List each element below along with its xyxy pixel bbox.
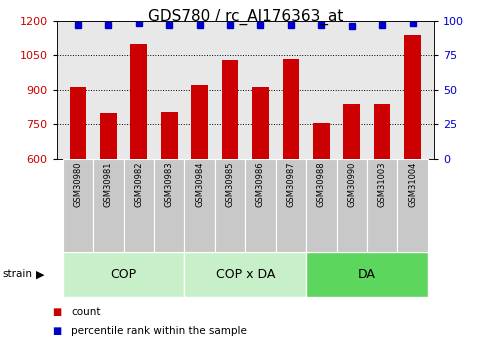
Bar bbox=[282, 59, 299, 159]
Text: GSM31004: GSM31004 bbox=[408, 161, 417, 207]
Text: GSM30986: GSM30986 bbox=[256, 161, 265, 207]
Text: count: count bbox=[71, 307, 101, 317]
Bar bbox=[397, 159, 428, 252]
Bar bbox=[306, 252, 428, 297]
Bar bbox=[374, 104, 390, 159]
Bar bbox=[191, 85, 208, 159]
Bar bbox=[131, 44, 147, 159]
Text: GDS780 / rc_AI176363_at: GDS780 / rc_AI176363_at bbox=[147, 9, 343, 25]
Text: GSM30985: GSM30985 bbox=[226, 161, 235, 207]
Bar bbox=[367, 159, 397, 252]
Text: GSM30980: GSM30980 bbox=[73, 161, 82, 207]
Bar bbox=[154, 159, 184, 252]
Text: GSM30983: GSM30983 bbox=[165, 161, 174, 207]
Bar bbox=[70, 87, 86, 159]
Text: ■: ■ bbox=[52, 326, 61, 336]
Bar bbox=[184, 159, 215, 252]
Text: ■: ■ bbox=[52, 307, 61, 317]
Text: GSM30988: GSM30988 bbox=[317, 161, 326, 207]
Bar bbox=[246, 159, 276, 252]
Bar bbox=[313, 123, 330, 159]
Text: percentile rank within the sample: percentile rank within the sample bbox=[71, 326, 247, 336]
Text: COP: COP bbox=[110, 268, 137, 281]
Bar bbox=[63, 252, 184, 297]
Bar bbox=[343, 104, 360, 159]
Bar bbox=[276, 159, 306, 252]
Bar bbox=[404, 34, 421, 159]
Bar bbox=[222, 60, 239, 159]
Bar bbox=[63, 159, 93, 252]
Text: GSM30982: GSM30982 bbox=[134, 161, 143, 207]
Bar bbox=[100, 113, 117, 159]
Text: DA: DA bbox=[358, 268, 376, 281]
Bar bbox=[337, 159, 367, 252]
Text: GSM30984: GSM30984 bbox=[195, 161, 204, 207]
Text: GSM30981: GSM30981 bbox=[104, 161, 113, 207]
Text: GSM30987: GSM30987 bbox=[286, 161, 295, 207]
Bar bbox=[161, 111, 177, 159]
Bar bbox=[124, 159, 154, 252]
Bar bbox=[215, 159, 246, 252]
Bar bbox=[306, 159, 337, 252]
Bar bbox=[184, 252, 306, 297]
Text: ▶: ▶ bbox=[35, 269, 44, 279]
Text: strain: strain bbox=[2, 269, 33, 279]
Bar bbox=[252, 87, 269, 159]
Text: GSM31003: GSM31003 bbox=[378, 161, 387, 207]
Text: GSM30990: GSM30990 bbox=[347, 161, 356, 207]
Bar bbox=[93, 159, 124, 252]
Text: COP x DA: COP x DA bbox=[215, 268, 275, 281]
